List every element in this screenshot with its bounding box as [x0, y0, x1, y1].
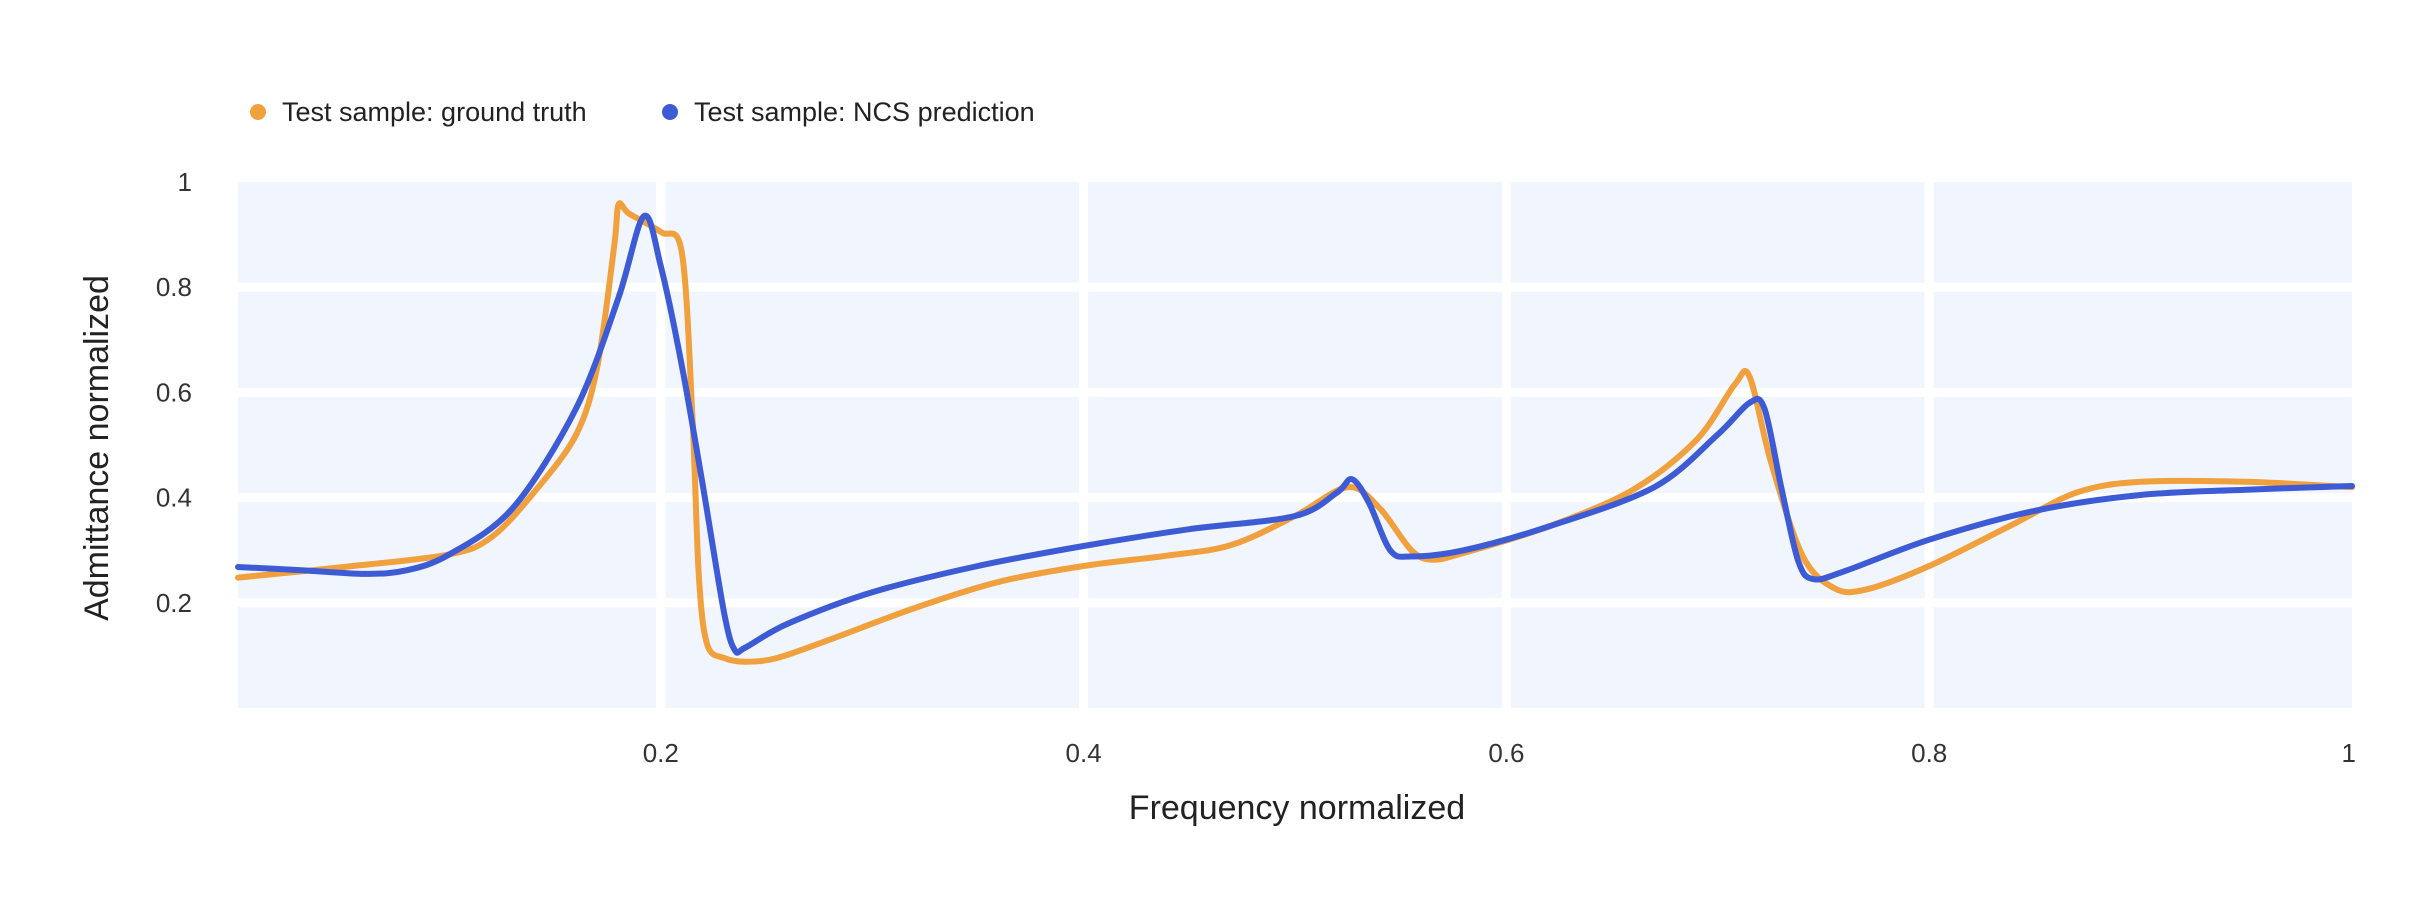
plot-background — [238, 182, 2352, 708]
x-tick-label: 0.6 — [1488, 738, 1524, 768]
x-tick-label: 0.8 — [1911, 738, 1947, 768]
y-tick-label: 0.4 — [156, 483, 192, 513]
legend: Test sample: ground truth Test sample: NC… — [250, 97, 1035, 127]
legend-label: Test sample: NCS prediction — [694, 97, 1035, 127]
legend-label: Test sample: ground truth — [282, 97, 587, 127]
x-tick-label: 0.4 — [1066, 738, 1102, 768]
y-axis-title: Admittance normalized — [78, 275, 116, 621]
x-axis-title: Frequency normalized — [1129, 789, 1465, 827]
y-axis-ticks: 0.2 0.4 0.6 0.8 1 — [156, 167, 192, 618]
series-line-ncs-prediction — [235, 212, 2355, 656]
y-tick-label: 0.2 — [156, 588, 192, 618]
x-axis-ticks: 0.2 0.4 0.6 0.8 1 — [643, 738, 2356, 768]
legend-marker — [662, 104, 678, 120]
legend-marker — [250, 104, 266, 120]
x-tick-label: 1 — [2342, 738, 2356, 768]
series-lines — [235, 200, 2355, 665]
plot-area — [238, 182, 2352, 708]
y-tick-label: 0.8 — [156, 272, 192, 302]
y-tick-label: 1 — [178, 167, 192, 197]
x-tick-label: 0.2 — [643, 738, 679, 768]
series-line-ground-truth — [235, 200, 2355, 665]
y-tick-label: 0.6 — [156, 377, 192, 407]
